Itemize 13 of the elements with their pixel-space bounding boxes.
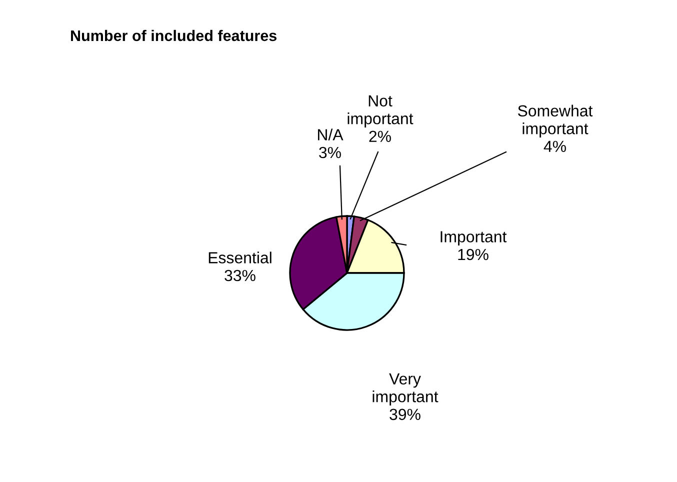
slice-label: N/A	[318, 128, 344, 140]
data-label: 33%	[224, 270, 256, 282]
slice-label: Not important	[348, 95, 414, 128]
data-label: 2%	[369, 130, 391, 142]
legend-label: Important	[440, 231, 507, 246]
data-label: 3%	[319, 146, 341, 158]
chart-title: Number of included features	[71, 30, 277, 42]
slice-label: Very important	[372, 373, 438, 406]
data-label: 4%	[544, 140, 566, 152]
slice-label: Essential	[208, 252, 272, 264]
data-label: 19%	[458, 248, 488, 260]
slice-label: Somewhat important	[518, 104, 593, 138]
data-label: 39%	[390, 408, 420, 420]
